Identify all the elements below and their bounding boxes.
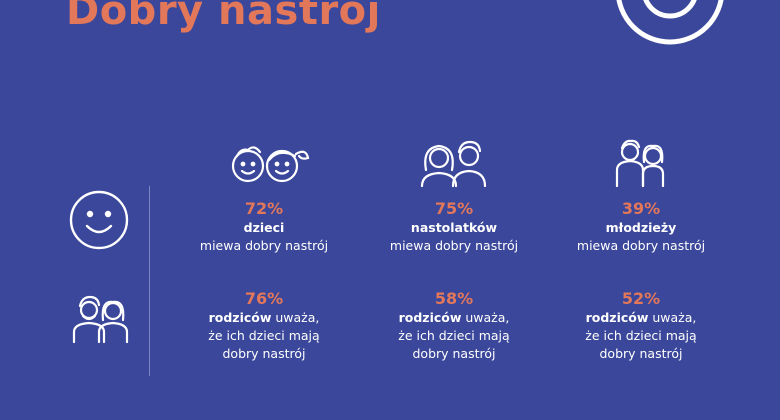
logo-ring-icon: [616, 0, 724, 45]
stat-group: nastolatków: [410, 220, 498, 235]
teenagers-icon: [420, 140, 487, 188]
stat-percent: 72%: [244, 199, 284, 218]
stat-group: rodziców: [208, 310, 272, 325]
stat-parents-teens: 58% rodziców uważa, że ich dzieci mają d…: [354, 290, 554, 363]
stat-percent: 52%: [621, 289, 661, 308]
divider: [149, 186, 150, 376]
smiley-icon: [69, 190, 129, 250]
stat-text: uważa,: [461, 310, 510, 325]
page-title: Dobry nastrój: [66, 0, 381, 34]
stat-text: uważa,: [648, 310, 697, 325]
stat-text: dobry nastrój: [599, 346, 683, 361]
stat-text: miewa dobry nastrój: [389, 238, 519, 253]
stat-percent: 76%: [244, 289, 284, 308]
stat-parents-youth: 52% rodziców uważa, że ich dzieci mają d…: [541, 290, 741, 363]
kids-icon: [231, 146, 310, 183]
stat-group: dzieci: [243, 220, 285, 235]
stat-text: miewa dobry nastrój: [199, 238, 329, 253]
stat-group: rodziców: [585, 310, 649, 325]
stat-percent: 75%: [434, 199, 474, 218]
stat-text: dobry nastrój: [412, 346, 496, 361]
stat-teens-mood: 75% nastolatków miewa dobry nastrój: [354, 200, 554, 255]
stat-kids-mood: 72% dzieci miewa dobry nastrój: [164, 200, 364, 255]
parents-icon: [72, 295, 129, 344]
stat-group: młodzieży: [605, 220, 677, 235]
young-adults-icon: [615, 139, 665, 188]
stat-text: że ich dzieci mają: [585, 328, 697, 343]
stat-group: rodziców: [398, 310, 462, 325]
stat-text: dobry nastrój: [222, 346, 306, 361]
stat-percent: 58%: [434, 289, 474, 308]
stat-text: uważa,: [271, 310, 320, 325]
stat-text: że ich dzieci mają: [208, 328, 320, 343]
stat-text: że ich dzieci mają: [398, 328, 510, 343]
stat-text: miewa dobry nastrój: [576, 238, 706, 253]
stat-percent: 39%: [621, 199, 661, 218]
stat-parents-kids: 76% rodziców uważa, że ich dzieci mają d…: [164, 290, 364, 363]
stat-youth-mood: 39% młodzieży miewa dobry nastrój: [541, 200, 741, 255]
